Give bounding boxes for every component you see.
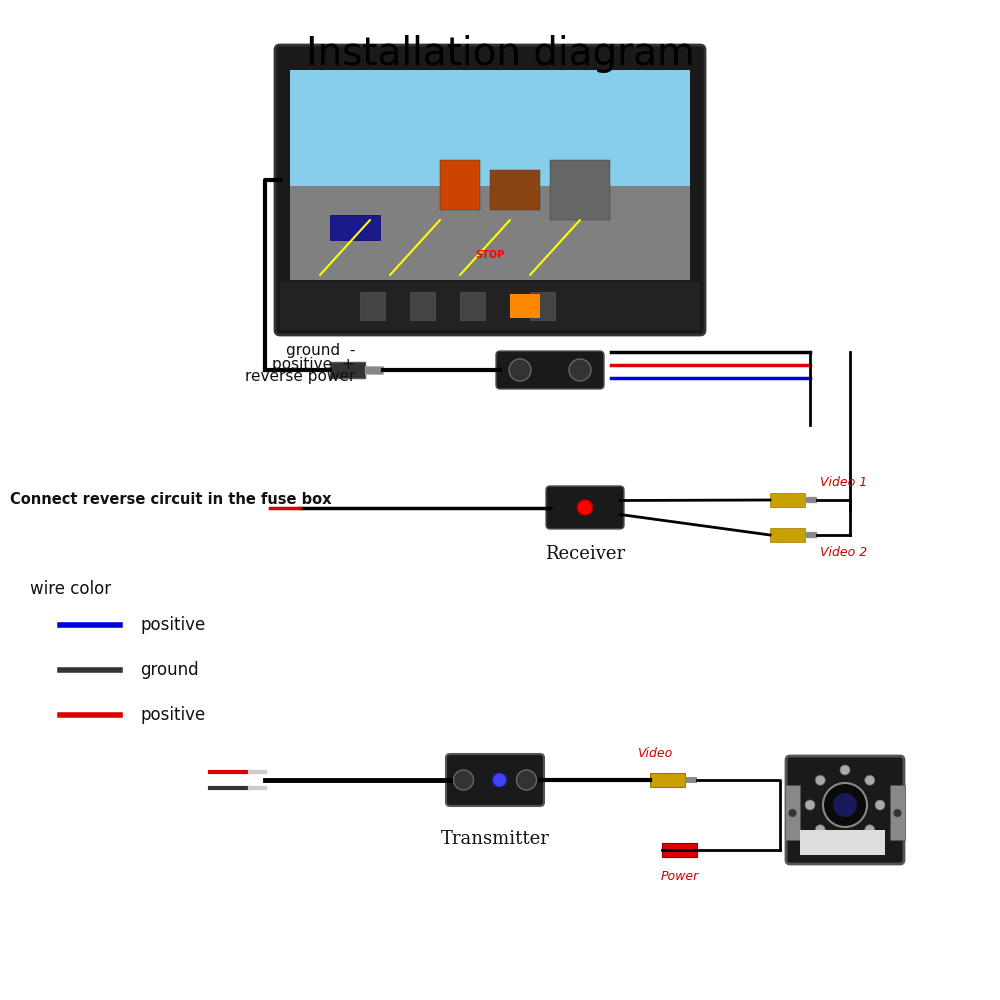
Bar bbox=[330, 362, 365, 378]
Bar bbox=[800, 830, 885, 855]
Text: Video 1: Video 1 bbox=[820, 476, 867, 488]
Circle shape bbox=[865, 775, 875, 785]
Text: reverse power: reverse power bbox=[245, 369, 355, 384]
Circle shape bbox=[577, 499, 593, 516]
Circle shape bbox=[815, 775, 825, 785]
Circle shape bbox=[805, 800, 815, 810]
Text: STOP: STOP bbox=[475, 250, 505, 260]
Circle shape bbox=[509, 359, 531, 381]
Text: ground: ground bbox=[140, 661, 199, 679]
Bar bbox=[805, 532, 817, 538]
Bar bbox=[290, 186, 690, 280]
Circle shape bbox=[823, 783, 867, 827]
Circle shape bbox=[815, 825, 825, 835]
Text: Transmitter: Transmitter bbox=[441, 830, 549, 848]
Text: Video: Video bbox=[637, 747, 673, 760]
Circle shape bbox=[865, 825, 875, 835]
Bar bbox=[360, 292, 385, 320]
Text: Receiver: Receiver bbox=[545, 545, 625, 563]
Bar bbox=[440, 160, 480, 210]
Bar bbox=[770, 528, 805, 542]
Circle shape bbox=[840, 765, 850, 775]
Text: ground  -: ground - bbox=[286, 344, 355, 359]
Circle shape bbox=[833, 793, 857, 817]
Bar bbox=[330, 215, 380, 240]
Text: positive: positive bbox=[140, 706, 205, 724]
Bar bbox=[785, 785, 800, 840]
Bar bbox=[805, 497, 817, 503]
FancyBboxPatch shape bbox=[546, 486, 624, 529]
Circle shape bbox=[788, 809, 797, 817]
Bar bbox=[280, 282, 700, 330]
Text: Installation diagram: Installation diagram bbox=[306, 35, 694, 73]
Bar bbox=[460, 292, 485, 320]
Bar bbox=[650, 773, 685, 787]
FancyBboxPatch shape bbox=[446, 754, 544, 806]
Text: positive  +: positive + bbox=[272, 357, 355, 371]
Circle shape bbox=[492, 773, 507, 787]
Bar bbox=[662, 843, 697, 857]
Text: Connect reverse circuit in the fuse box: Connect reverse circuit in the fuse box bbox=[10, 492, 332, 507]
Bar bbox=[490, 170, 540, 210]
Circle shape bbox=[840, 835, 850, 845]
Bar bbox=[530, 292, 555, 320]
Bar bbox=[770, 493, 805, 507]
Circle shape bbox=[894, 809, 902, 817]
Circle shape bbox=[875, 800, 885, 810]
Text: wire color: wire color bbox=[30, 580, 111, 598]
Bar bbox=[410, 292, 435, 320]
Bar bbox=[685, 777, 697, 783]
Text: positive: positive bbox=[140, 616, 205, 634]
Bar bbox=[550, 160, 610, 220]
FancyBboxPatch shape bbox=[786, 756, 904, 864]
Text: Power: Power bbox=[661, 870, 699, 883]
Circle shape bbox=[454, 770, 474, 790]
Bar bbox=[890, 785, 905, 840]
Bar bbox=[290, 70, 690, 280]
Circle shape bbox=[569, 359, 591, 381]
Bar bbox=[365, 366, 383, 374]
FancyBboxPatch shape bbox=[496, 351, 604, 389]
Text: Video 2: Video 2 bbox=[820, 546, 867, 559]
Circle shape bbox=[516, 770, 536, 790]
Bar bbox=[510, 294, 540, 318]
FancyBboxPatch shape bbox=[275, 45, 705, 335]
